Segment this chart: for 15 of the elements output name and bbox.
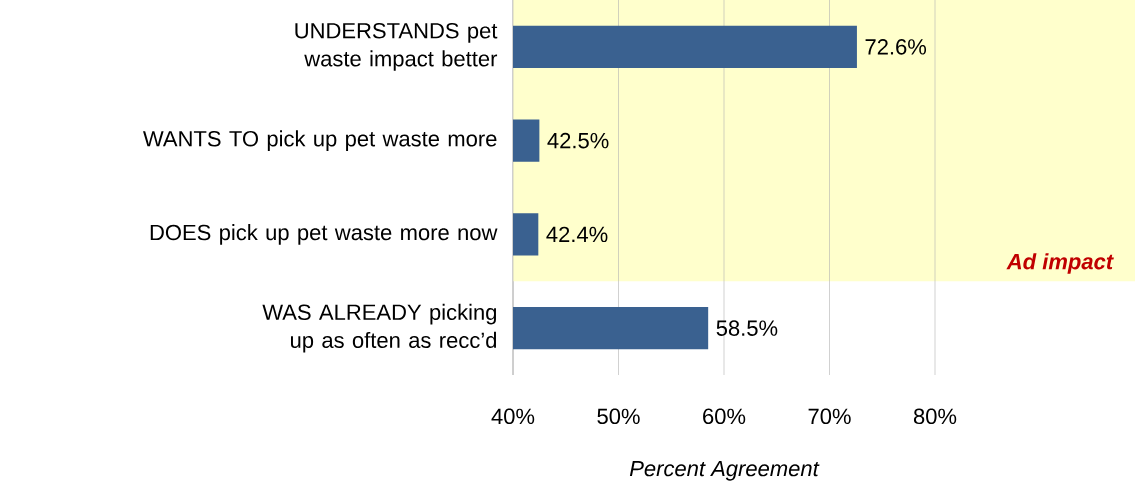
y-tick-label: WANTS TO pick up pet waste more: [143, 130, 497, 151]
x-tick-label: 40%: [491, 408, 535, 425]
x-tick-label: 60%: [703, 408, 746, 425]
y-tick-label: DOES pick up pet waste more now: [150, 224, 498, 245]
x-axis-title: Percent Agreement: [629, 460, 820, 481]
data-label: 72.6%: [865, 39, 927, 55]
x-tick-label: 80%: [913, 408, 957, 425]
data-label: 58.5%: [716, 320, 778, 336]
y-tick-label: WAS ALREADY picking up as often as recc’d: [262, 303, 497, 353]
data-label: 42.5%: [547, 132, 609, 149]
data-label: 42.4%: [546, 226, 608, 243]
y-tick-label: UNDERSTANDS pet waste impact better: [295, 22, 498, 71]
band-label: Ad impact: [1006, 253, 1114, 274]
x-tick-label: 70%: [808, 408, 851, 425]
x-tick-label: 50%: [597, 408, 640, 425]
